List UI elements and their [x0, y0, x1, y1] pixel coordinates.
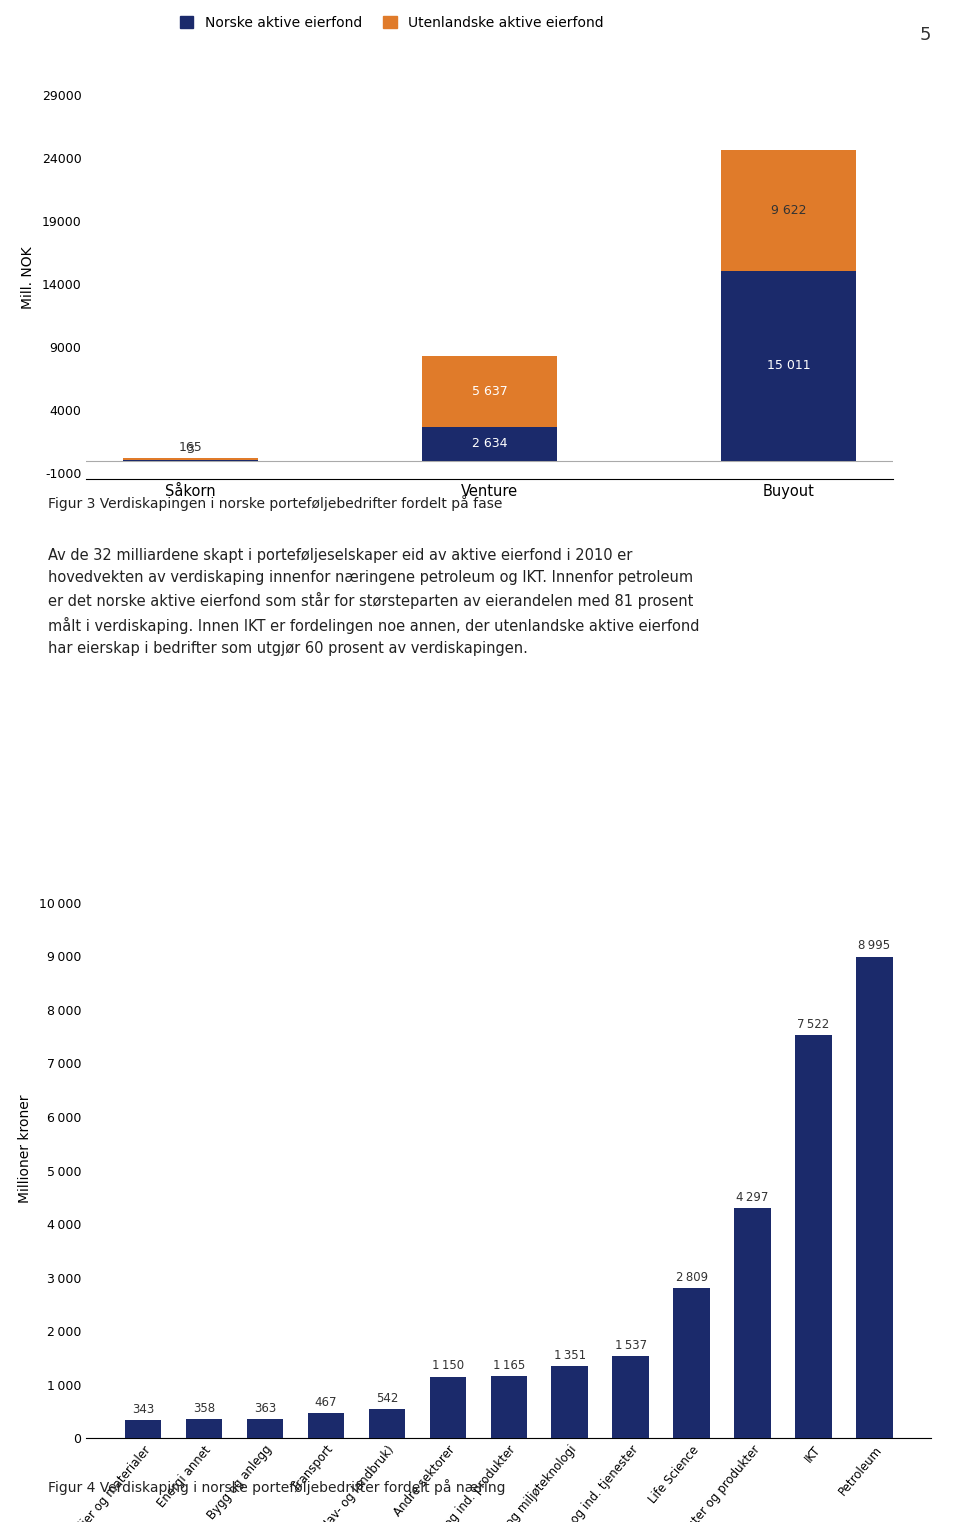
Text: 358: 358: [193, 1402, 215, 1415]
Bar: [491, 1376, 527, 1438]
Text: 2 809: 2 809: [676, 1271, 708, 1283]
Bar: [612, 1356, 649, 1438]
Text: Av de 32 milliardene skapt i porteføljeselskaper eid av aktive eierfond i 2010 e: Av de 32 milliardene skapt i porteføljes…: [48, 548, 700, 656]
Legend: Norske aktive eierfond, Utenlandske aktive eierfond: Norske aktive eierfond, Utenlandske akti…: [174, 11, 609, 35]
Bar: [429, 1377, 467, 1438]
Text: 1 351: 1 351: [554, 1348, 586, 1362]
Text: 542: 542: [375, 1393, 398, 1405]
Text: 7 522: 7 522: [798, 1018, 829, 1032]
Text: 3: 3: [186, 443, 194, 457]
Text: 467: 467: [315, 1396, 337, 1409]
Bar: [722, 271, 856, 461]
Text: 363: 363: [253, 1402, 276, 1414]
Bar: [734, 1208, 771, 1438]
Text: 343: 343: [132, 1403, 155, 1415]
Text: 1 165: 1 165: [492, 1359, 525, 1371]
Text: 9 622: 9 622: [771, 204, 806, 218]
Text: 165: 165: [179, 441, 203, 454]
Text: 1 537: 1 537: [614, 1339, 647, 1352]
Bar: [422, 356, 557, 428]
Text: 1 150: 1 150: [432, 1359, 464, 1373]
Text: Figur 4 Verdiskaping i norske porteføljebedrifter fordelt på næring: Figur 4 Verdiskaping i norske portefølje…: [48, 1479, 506, 1495]
Bar: [307, 1414, 345, 1438]
Text: 5 637: 5 637: [471, 385, 508, 399]
Bar: [422, 428, 557, 461]
Bar: [125, 1420, 161, 1438]
Bar: [795, 1035, 832, 1438]
Text: Figur 3 Verdiskapingen i norske porteføljebedrifter fordelt på fase: Figur 3 Verdiskapingen i norske porteføl…: [48, 495, 502, 510]
Text: 5: 5: [920, 26, 931, 44]
Bar: [722, 151, 856, 271]
Bar: [185, 1419, 223, 1438]
Text: 8 995: 8 995: [858, 939, 891, 953]
Text: 15 011: 15 011: [767, 359, 810, 373]
Bar: [369, 1409, 405, 1438]
Y-axis label: Mill. NOK: Mill. NOK: [21, 247, 35, 309]
Text: 4 297: 4 297: [736, 1190, 769, 1204]
Bar: [247, 1419, 283, 1438]
Bar: [856, 957, 893, 1438]
Text: 2 634: 2 634: [472, 437, 507, 451]
Bar: [123, 458, 257, 461]
Y-axis label: Millioner kroner: Millioner kroner: [18, 1094, 33, 1204]
Bar: [551, 1365, 588, 1438]
Bar: [673, 1288, 710, 1438]
